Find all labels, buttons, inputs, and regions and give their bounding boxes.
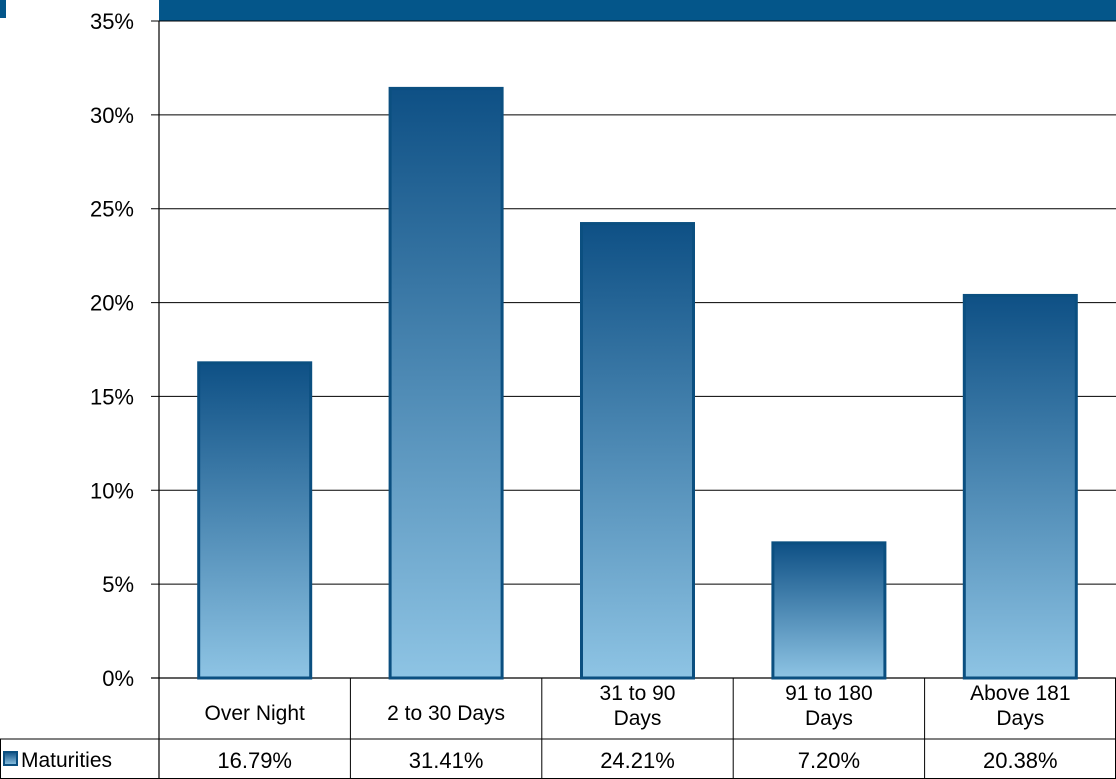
bar [388,86,504,680]
bars [197,86,1078,680]
data-table: Over Night 2 to 30 Days 31 to 90 Days 91 to … [0,678,1116,779]
data-label: 16.79% [217,748,292,773]
data-label: 20.38% [983,748,1058,773]
bar [771,541,887,680]
y-axis-ticks: 0% 5% 10% 15% 20% 25% 30% 35% [90,9,134,691]
data-label: 7.20% [798,748,860,773]
bar [580,222,695,680]
x-category-label: 31 to 90 Days [600,682,676,730]
bar [962,293,1078,680]
data-label: 31.41% [409,748,484,773]
bar [197,361,313,680]
y-tick-label: 5% [102,572,134,597]
x-category-label: Over Night [205,702,306,725]
legend-swatch [3,751,18,766]
data-label: 24.21% [600,748,675,773]
y-tick-label: 35% [90,9,134,34]
y-tick-label: 10% [90,478,134,503]
y-tick-label: 30% [90,103,134,128]
header-bar [159,0,1116,21]
y-tick-label: 20% [90,291,134,316]
x-category-label: Above 181 Days [970,682,1070,730]
y-tick-label: 15% [90,384,134,409]
corner-mark [0,0,6,18]
x-category-label: 91 to 180 Days [785,682,873,730]
legend-label: Maturities [21,749,112,772]
x-category-label: 2 to 30 Days [387,702,505,725]
y-tick-label: 25% [90,197,134,222]
y-tick-label: 0% [102,666,134,691]
